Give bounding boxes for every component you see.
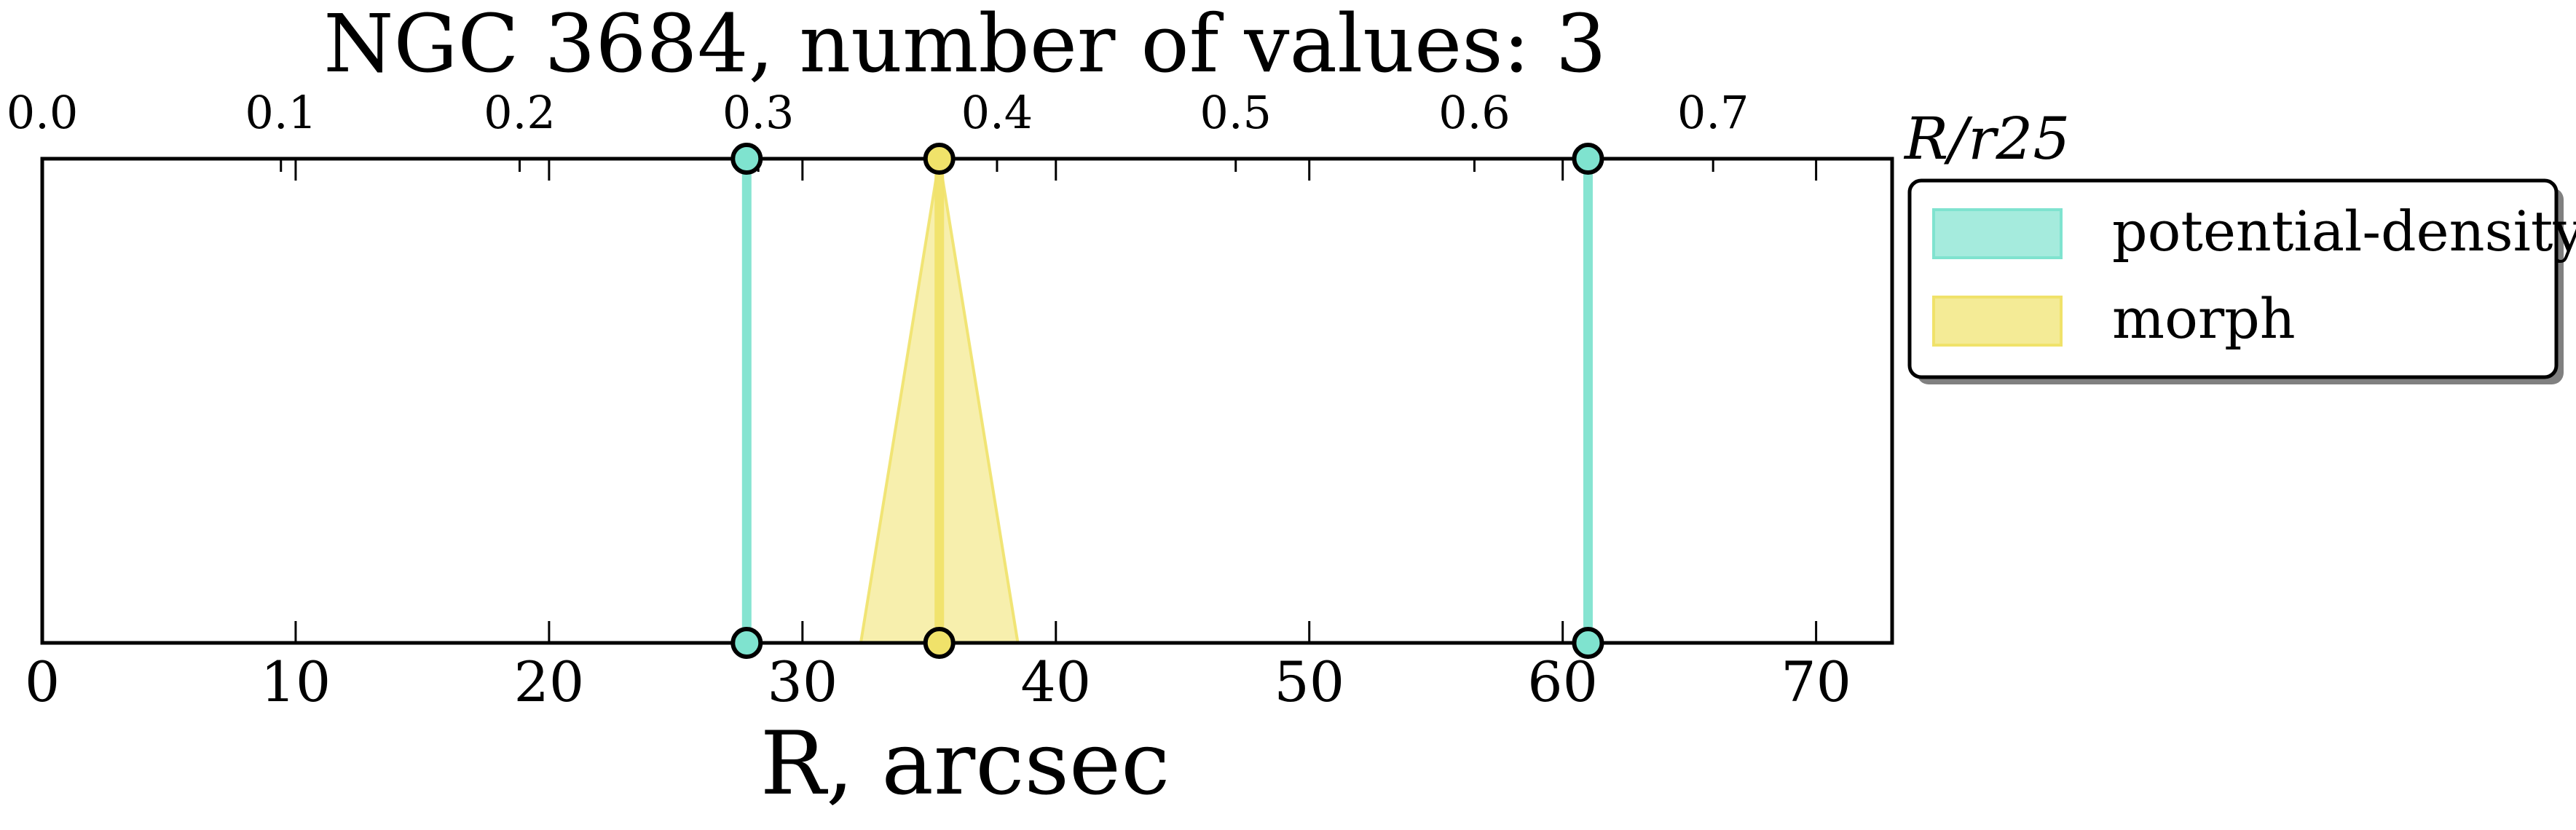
- tick-label-layer: 0 10 20 30 40 50 60 70 0.0 0.1 0.2 0.3 0.4 0.5 0.6 0.7: [7, 86, 1851, 714]
- marker-bottom-0-0: [730, 627, 763, 659]
- x-tick-label-6: 60: [1527, 649, 1598, 714]
- tick-layer: [41, 159, 1818, 643]
- x2-tick-label-1: 0.1: [245, 86, 317, 139]
- legend-entries: potential-density morph: [1932, 199, 2576, 351]
- x-axis-label: R, arcsec: [760, 714, 1170, 815]
- x2-tick-label-7: 0.7: [1677, 86, 1749, 139]
- x-tick-label-4: 40: [1020, 649, 1091, 714]
- marker-top-0-0: [730, 143, 763, 175]
- legend-box: [1907, 178, 2559, 379]
- x-tick-label-3: 30: [767, 649, 838, 714]
- legend-label-1: morph: [2112, 286, 2296, 351]
- series-line-layer: [741, 159, 1593, 643]
- x2-tick-label-2: 0.2: [484, 86, 556, 139]
- x-tick-label-2: 20: [514, 649, 585, 714]
- x2-tick-label-6: 0.6: [1438, 86, 1510, 139]
- legend-swatch-0: [1932, 208, 2063, 259]
- legend-label-0: potential-density: [2112, 199, 2576, 264]
- x-tick-label-7: 70: [1781, 649, 1851, 714]
- marker-layer: [730, 143, 1604, 659]
- x2-tick-label-4: 0.4: [961, 86, 1033, 139]
- chart-title: NGC 3684, number of values: 3: [323, 0, 1606, 90]
- x-tick-label-0: 0: [25, 649, 60, 714]
- x2-tick-label-3: 0.3: [722, 86, 795, 139]
- legend-swatch-1: [1932, 296, 2063, 347]
- marker-top-1-0: [923, 143, 956, 175]
- plot-frame: [40, 157, 1894, 645]
- marker-bottom-0-1: [1572, 627, 1604, 659]
- x2-tick-label-5: 0.5: [1200, 86, 1272, 139]
- marker-bottom-1-0: [923, 627, 956, 659]
- secondary-x-axis-label: R/r25: [1903, 105, 2070, 173]
- marker-top-0-1: [1572, 143, 1604, 175]
- x2-tick-label-0: 0.0: [7, 86, 79, 139]
- legend: potential-density morph: [1907, 178, 2576, 384]
- x-tick-label-5: 50: [1274, 649, 1344, 714]
- x-tick-label-1: 10: [261, 649, 331, 714]
